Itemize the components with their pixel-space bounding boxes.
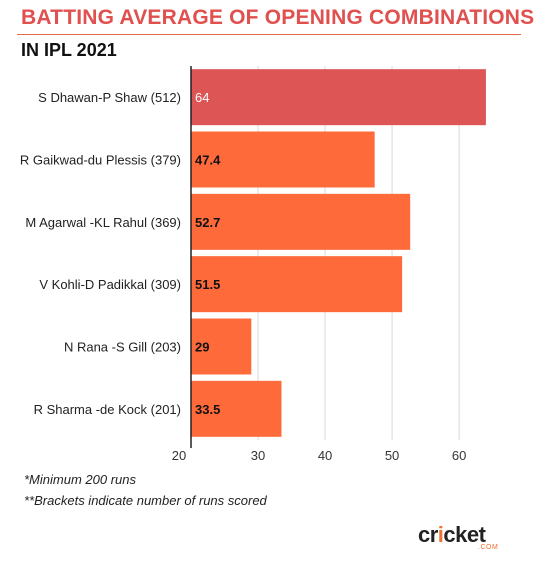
- category-label-3: M Agarwal -KL Rahul (369): [25, 215, 181, 230]
- chart-title: BATTING AVERAGE OF OPENING COMBINATIONS: [21, 6, 535, 29]
- x-tick-label-40: 40: [318, 448, 332, 463]
- x-tick-label-30: 30: [251, 448, 265, 463]
- category-label-2: R Gaikwad-du Plessis (379): [20, 153, 181, 168]
- bar-6: [191, 380, 282, 437]
- bar-5: [191, 318, 252, 375]
- category-label-1: S Dhawan-P Shaw (512): [38, 90, 181, 105]
- title-divider: [17, 34, 521, 35]
- value-label-1: 64: [195, 90, 209, 105]
- x-tick-label-60: 60: [452, 448, 466, 463]
- x-tick-label-20: 20: [172, 448, 186, 463]
- footnote-minimum-runs: *Minimum 200 runs: [24, 472, 136, 487]
- chart-subtitle: IN IPL 2021: [21, 40, 117, 60]
- category-label-5: N Rana -S Gill (203): [64, 340, 181, 355]
- value-label-3: 52.7: [195, 215, 220, 230]
- footnote-brackets: **Brackets indicate number of runs score…: [24, 493, 267, 508]
- bar-4: [191, 256, 403, 313]
- value-label-4: 51.5: [195, 277, 220, 292]
- category-label-6: R Sharma -de Kock (201): [34, 402, 181, 417]
- bar-2: [191, 131, 375, 188]
- bar-3: [191, 193, 411, 250]
- category-label-4: V Kohli-D Padikkal (309): [39, 277, 181, 292]
- value-label-5: 29: [195, 340, 209, 355]
- bar-1: [191, 69, 486, 126]
- value-label-6: 33.5: [195, 402, 220, 417]
- cricket-com-logo: cricket .COM: [418, 522, 510, 554]
- value-label-2: 47.4: [195, 153, 221, 168]
- x-tick-label-50: 50: [385, 448, 399, 463]
- logo-suffix: .COM: [478, 544, 499, 551]
- logo-wordmark: cricket: [418, 522, 486, 547]
